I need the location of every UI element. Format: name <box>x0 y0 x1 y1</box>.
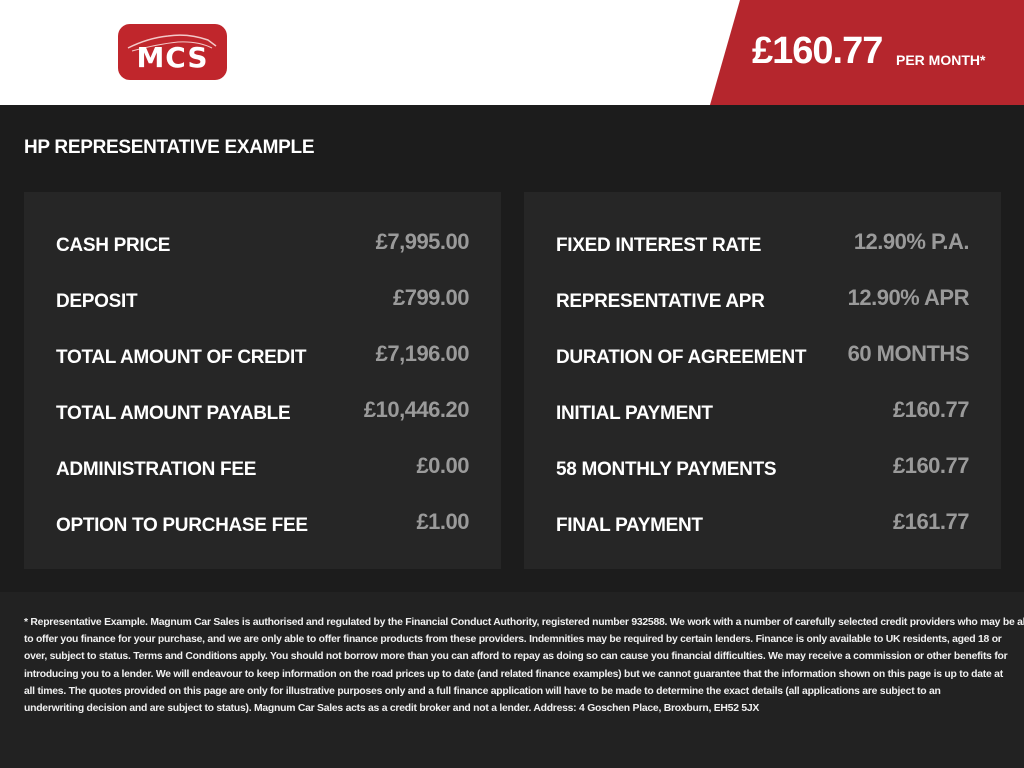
disclaimer-line: all times. The quotes provided on this p… <box>24 685 941 697</box>
finance-label: REPRESENTATIVE APR <box>556 291 765 312</box>
left-finance-panel: CASH PRICE £7,995.00 DEPOSIT £799.00 TOTAL A… <box>24 192 501 569</box>
car-outline-icon <box>127 34 217 52</box>
finance-row: FIXED INTEREST RATE 12.90% P.A. <box>556 214 970 270</box>
finance-label: ADMINISTRATION FEE <box>56 459 257 480</box>
disclaimer-line: to offer you finance for your purchase, … <box>24 634 1002 646</box>
finance-value: £160.77 <box>892 453 970 478</box>
per-month-label: PER MONTH* <box>896 52 986 68</box>
finance-value: £7,995.00 <box>375 229 470 254</box>
disclaimer-line: * Representative Example. Magnum Car Sal… <box>24 617 1024 628</box>
disclaimer-line: introducing you to a lender. We will end… <box>24 668 1003 680</box>
finance-row: REPRESENTATIVE APR 12.90% APR <box>556 270 970 326</box>
finance-label: TOTAL AMOUNT PAYABLE <box>56 403 291 424</box>
finance-label: OPTION TO PURCHASE FEE <box>56 515 308 536</box>
finance-value: £10,446.20 <box>363 397 470 422</box>
finance-label: DURATION OF AGREEMENT <box>556 347 807 368</box>
section-title: HP REPRESENTATIVE EXAMPLE <box>24 137 315 158</box>
finance-label: TOTAL AMOUNT OF CREDIT <box>56 347 307 368</box>
mcs-logo[interactable]: MCS <box>118 24 227 80</box>
finance-label: 58 MONTHLY PAYMENTS <box>556 459 777 480</box>
finance-value: 12.90% P.A. <box>853 229 970 254</box>
finance-value: £0.00 <box>416 453 469 478</box>
finance-value: £161.77 <box>892 509 970 534</box>
finance-value: 60 MONTHS <box>847 341 970 366</box>
finance-row: CASH PRICE £7,995.00 <box>56 214 470 270</box>
finance-row: ADMINISTRATION FEE £0.00 <box>56 438 469 494</box>
disclaimer: * Representative Example. Magnum Car Sal… <box>0 592 1024 768</box>
finance-value: £799.00 <box>392 285 470 310</box>
finance-row: 58 MONTHLY PAYMENTS £160.77 <box>556 438 970 494</box>
finance-row: DURATION OF AGREEMENT 60 MONTHS <box>556 326 970 382</box>
finance-row: DEPOSIT £799.00 <box>56 270 470 326</box>
finance-row: FINAL PAYMENT £161.77 <box>556 494 970 550</box>
finance-row: TOTAL AMOUNT PAYABLE £10,446.20 <box>56 382 470 438</box>
finance-row: TOTAL AMOUNT OF CREDIT £7,196.00 <box>56 326 470 382</box>
finance-value: £160.77 <box>892 397 970 422</box>
finance-label: FINAL PAYMENT <box>556 515 703 536</box>
finance-label: CASH PRICE <box>56 235 171 256</box>
finance-row: INITIAL PAYMENT £160.77 <box>556 382 970 438</box>
finance-value: £1.00 <box>416 509 469 534</box>
disclaimer-line: underwriting decision and are subject to… <box>24 703 760 715</box>
finance-value: £7,196.00 <box>375 341 470 366</box>
finance-label: DEPOSIT <box>56 291 138 312</box>
finance-value: 12.90% APR <box>847 285 970 310</box>
logo-text: MCS <box>136 41 209 74</box>
disclaimer-line: over, subject to status. Terms and Condi… <box>24 651 1008 663</box>
monthly-price: £160.77 <box>752 30 883 72</box>
header: MCS £160.77 PER MONTH* <box>0 0 1024 105</box>
finance-row: OPTION TO PURCHASE FEE £1.00 <box>56 494 469 550</box>
monthly-price-banner: £160.77 PER MONTH* <box>710 0 1024 105</box>
finance-label: FIXED INTEREST RATE <box>556 235 762 256</box>
right-finance-panel: FIXED INTEREST RATE 12.90% P.A. REPRESENTA… <box>524 192 1001 569</box>
finance-label: INITIAL PAYMENT <box>556 403 713 424</box>
